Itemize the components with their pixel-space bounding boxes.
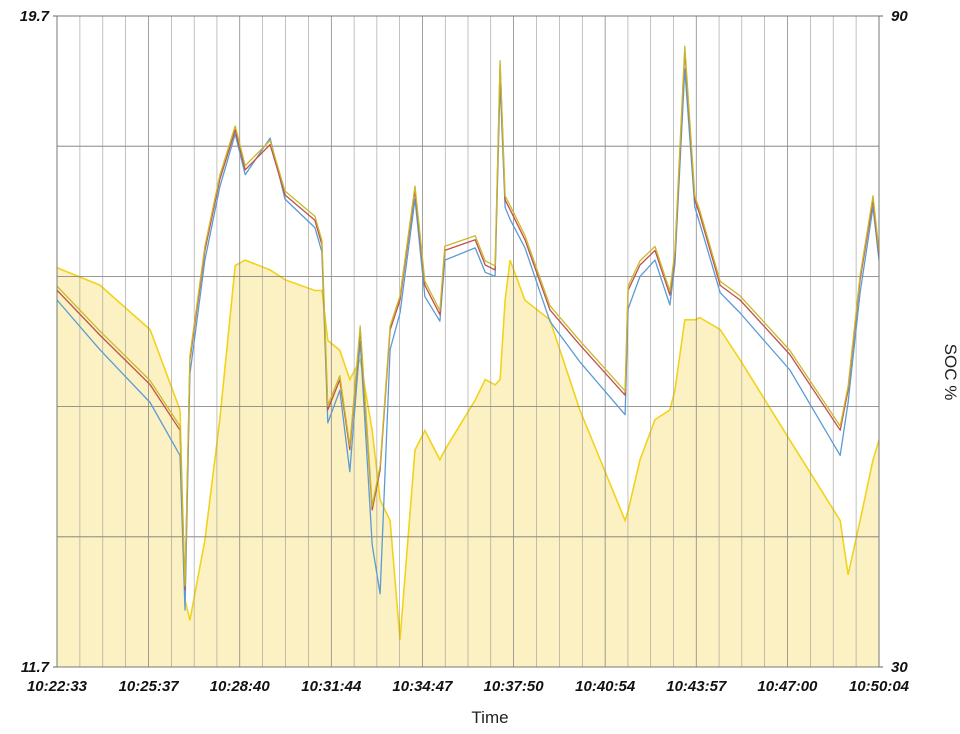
x-tick-label: 10:50:04 xyxy=(849,678,910,695)
x-tick-label: 10:31:44 xyxy=(301,678,362,695)
y-tick-label: 11.7 xyxy=(21,659,50,676)
x-tick-label: 10:22:33 xyxy=(27,678,88,695)
y2-tick-label: 90 xyxy=(891,8,908,25)
x-tick-label: 10:40:54 xyxy=(575,678,636,695)
x-tick-label: 10:43:57 xyxy=(666,678,727,695)
voltage-line xyxy=(56,49,880,591)
voltage-line xyxy=(56,68,880,611)
grid-layer xyxy=(56,16,880,667)
y2-axis-label: SOC % xyxy=(941,344,960,401)
x-tick-label: 10:34:47 xyxy=(392,678,453,695)
soc-line xyxy=(56,259,880,640)
x-tick-label: 10:37:50 xyxy=(484,678,545,695)
voltage-line xyxy=(56,45,880,587)
line-layer xyxy=(56,45,880,611)
x-axis-label: Time xyxy=(471,708,508,727)
y-tick-label: 19.7 xyxy=(20,8,50,25)
y2-tick-label: 30 xyxy=(891,659,908,676)
x-tick-label: 10:25:37 xyxy=(119,678,180,695)
plot-border xyxy=(56,15,880,668)
x-tick-label: 10:28:40 xyxy=(210,678,271,695)
x-tick-label: 10:47:00 xyxy=(757,678,818,695)
